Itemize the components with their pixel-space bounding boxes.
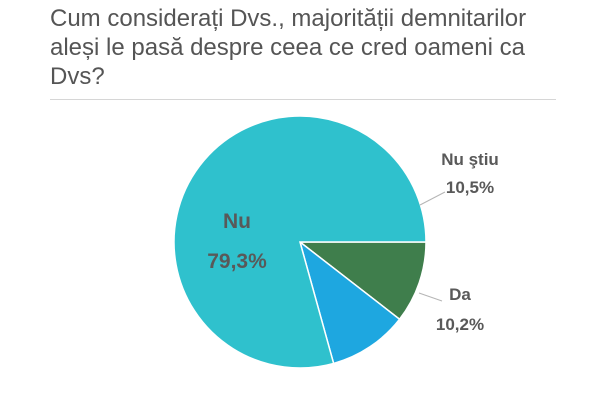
pie-slice-nu (173, 115, 427, 369)
pie-slice-da (298, 240, 401, 365)
slice-label-da: Da (449, 285, 471, 304)
chart-title: Cum considerați Dvs., majorității demnit… (50, 5, 527, 90)
slice-value-nu: 79,3% (207, 250, 267, 273)
slice-value-da: 10,2% (436, 315, 484, 334)
leader-line-da (418, 292, 443, 302)
slice-value-nu-s-tiu: 10,5% (446, 178, 494, 197)
leader-line-nu-s-tiu (419, 191, 446, 206)
title-divider (50, 99, 556, 100)
slice-label-nu-s-tiu: Nu ştiu (441, 150, 499, 169)
pie-slice-nu-s-tiu (297, 241, 427, 321)
slice-label-nu: Nu (223, 210, 251, 233)
